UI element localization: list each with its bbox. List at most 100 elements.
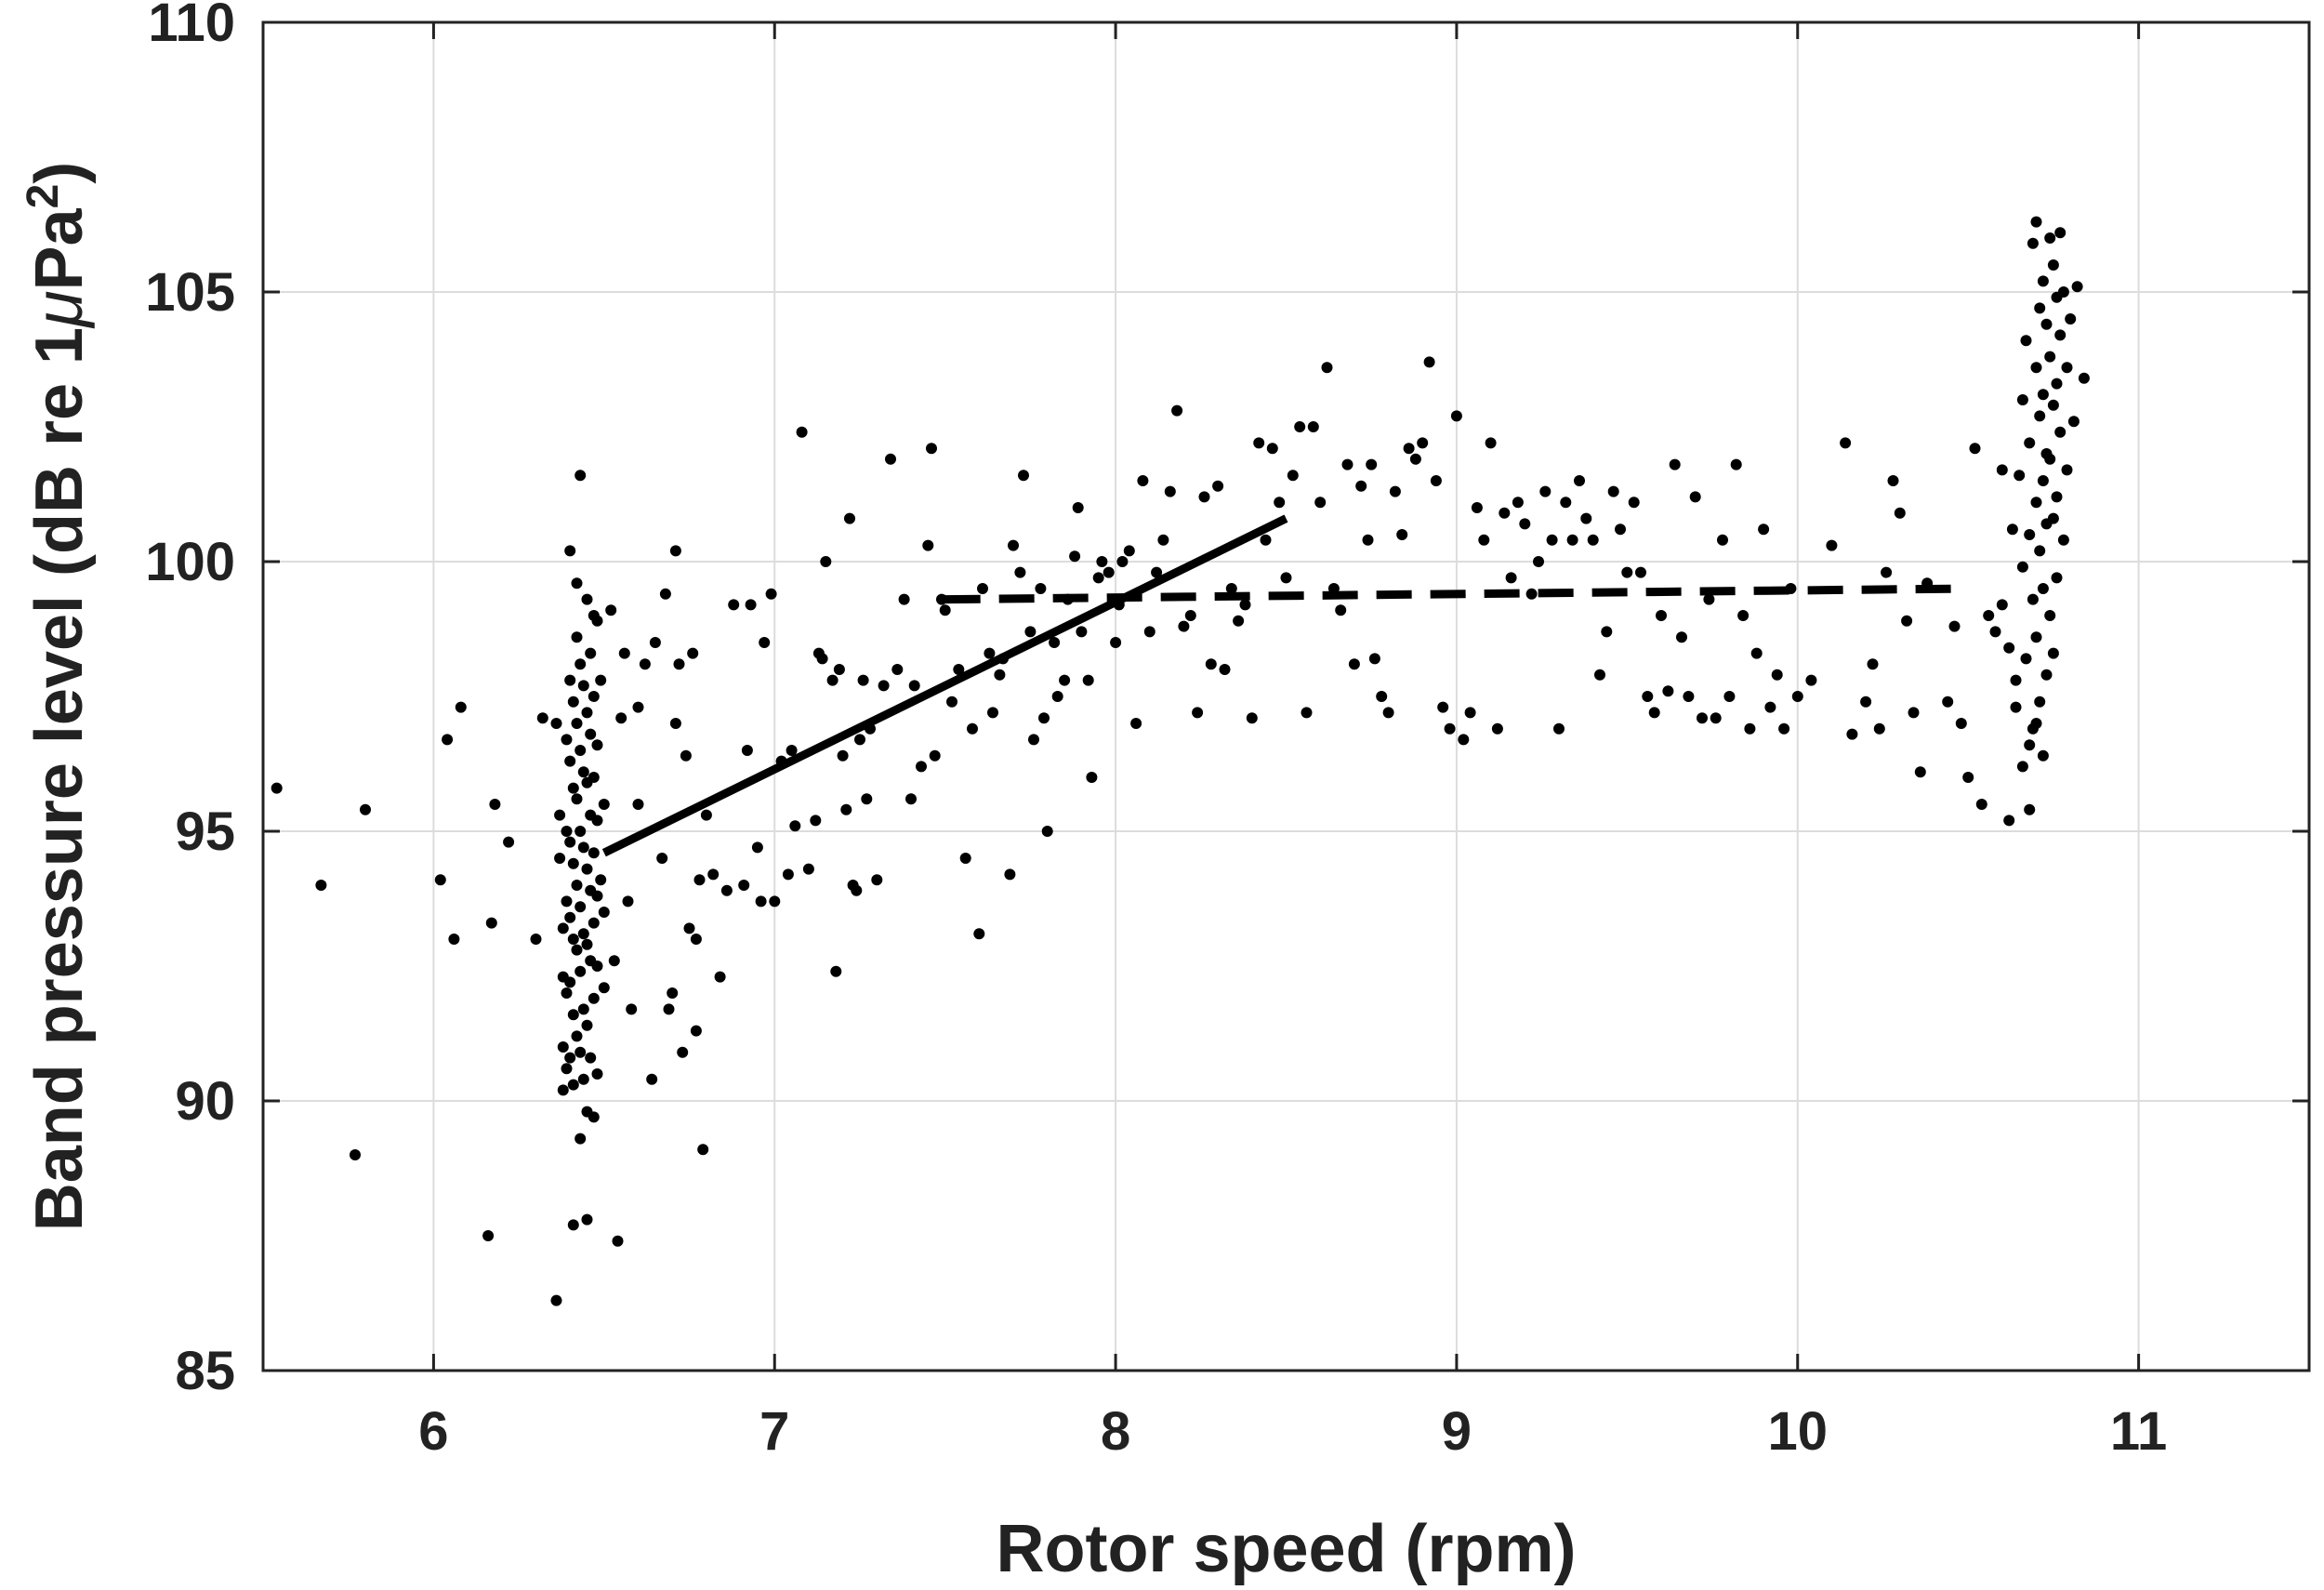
data-point xyxy=(861,793,873,805)
data-point xyxy=(916,761,927,773)
data-point xyxy=(574,826,587,837)
data-point xyxy=(2037,749,2049,762)
data-point xyxy=(1580,512,1592,524)
data-point xyxy=(1164,485,1176,497)
data-point xyxy=(1082,674,1094,686)
data-point xyxy=(669,545,681,557)
data-point xyxy=(1280,572,1292,584)
data-point xyxy=(908,680,920,692)
data-point xyxy=(789,820,801,832)
data-point xyxy=(1143,626,1155,638)
data-point xyxy=(1041,826,1053,837)
data-point xyxy=(632,701,644,713)
data-point xyxy=(598,799,610,810)
x-tick-label: 8 xyxy=(1101,1401,1130,1462)
data-point xyxy=(680,749,692,762)
data-point xyxy=(2071,281,2083,293)
data-point xyxy=(1717,534,1728,546)
data-point xyxy=(2010,674,2022,686)
data-point xyxy=(1450,410,1462,422)
data-point xyxy=(1491,722,1503,735)
data-point xyxy=(1051,691,1063,702)
data-point xyxy=(1689,491,1701,503)
x-axis-label: Rotor speed (rpm) xyxy=(996,1512,1576,1586)
data-point xyxy=(1437,701,1449,713)
data-point xyxy=(581,707,593,719)
data-point xyxy=(1908,707,1920,719)
data-point xyxy=(2047,647,2059,659)
data-point xyxy=(1758,523,1770,536)
data-point xyxy=(1103,566,1115,578)
data-point xyxy=(557,1084,569,1096)
x-tick-label: 7 xyxy=(759,1401,789,1462)
data-point xyxy=(564,755,576,767)
data-point xyxy=(1710,712,1722,724)
y-axis-label-unit: Pa xyxy=(22,207,97,290)
data-point xyxy=(2034,696,2046,708)
data-point xyxy=(1246,712,1258,724)
data-point xyxy=(1069,550,1081,563)
data-point xyxy=(2040,669,2053,681)
data-point xyxy=(2061,362,2073,374)
data-point xyxy=(891,664,904,675)
data-point xyxy=(1341,458,1353,470)
data-point xyxy=(994,669,1006,681)
data-point xyxy=(926,443,937,455)
data-point xyxy=(585,728,597,740)
data-point xyxy=(1086,772,1098,783)
data-point xyxy=(1566,534,1578,546)
data-point xyxy=(1948,620,1961,632)
data-point xyxy=(618,647,630,659)
data-point xyxy=(1860,696,1872,708)
data-point xyxy=(802,863,814,875)
data-point xyxy=(2037,275,2049,287)
data-point xyxy=(1730,458,1742,470)
data-point xyxy=(1430,475,1442,486)
data-point xyxy=(632,799,644,810)
data-point xyxy=(782,868,794,881)
data-point xyxy=(977,583,988,594)
data-point xyxy=(598,907,610,918)
data-point xyxy=(871,874,883,886)
y-axis-label-mu: μ xyxy=(22,290,97,328)
data-point xyxy=(840,803,852,815)
data-point xyxy=(690,934,702,945)
data-point xyxy=(1791,691,1803,702)
data-point xyxy=(745,599,757,611)
data-point xyxy=(581,593,593,605)
data-point xyxy=(2030,216,2042,228)
data-point xyxy=(577,680,589,692)
data-point xyxy=(550,1294,562,1306)
data-point xyxy=(622,895,634,908)
data-point xyxy=(755,895,767,908)
data-point xyxy=(1737,610,1750,621)
data-point xyxy=(591,815,603,827)
y-axis-label-close: ) xyxy=(22,162,97,184)
data-point xyxy=(2078,372,2090,384)
data-point xyxy=(987,707,998,719)
data-point xyxy=(585,647,597,659)
data-point xyxy=(2020,653,2032,665)
data-point xyxy=(577,1073,589,1085)
data-point xyxy=(1184,610,1196,621)
data-point xyxy=(1151,566,1163,578)
data-point xyxy=(673,658,685,670)
data-point xyxy=(1942,696,1954,708)
data-point xyxy=(820,556,832,567)
data-point xyxy=(2044,232,2056,244)
data-point xyxy=(1171,404,1183,417)
data-point xyxy=(1157,534,1169,546)
data-point xyxy=(759,637,771,648)
data-point xyxy=(1601,626,1613,638)
data-point xyxy=(588,691,600,702)
data-point xyxy=(1355,480,1367,492)
data-point xyxy=(2030,718,2042,729)
data-point xyxy=(1198,491,1210,503)
data-point xyxy=(1417,437,1429,449)
data-point xyxy=(687,647,699,659)
data-point xyxy=(595,874,607,886)
data-point xyxy=(1881,566,1893,578)
data-point xyxy=(567,1219,579,1231)
data-point xyxy=(571,718,583,729)
data-point xyxy=(1110,637,1122,648)
